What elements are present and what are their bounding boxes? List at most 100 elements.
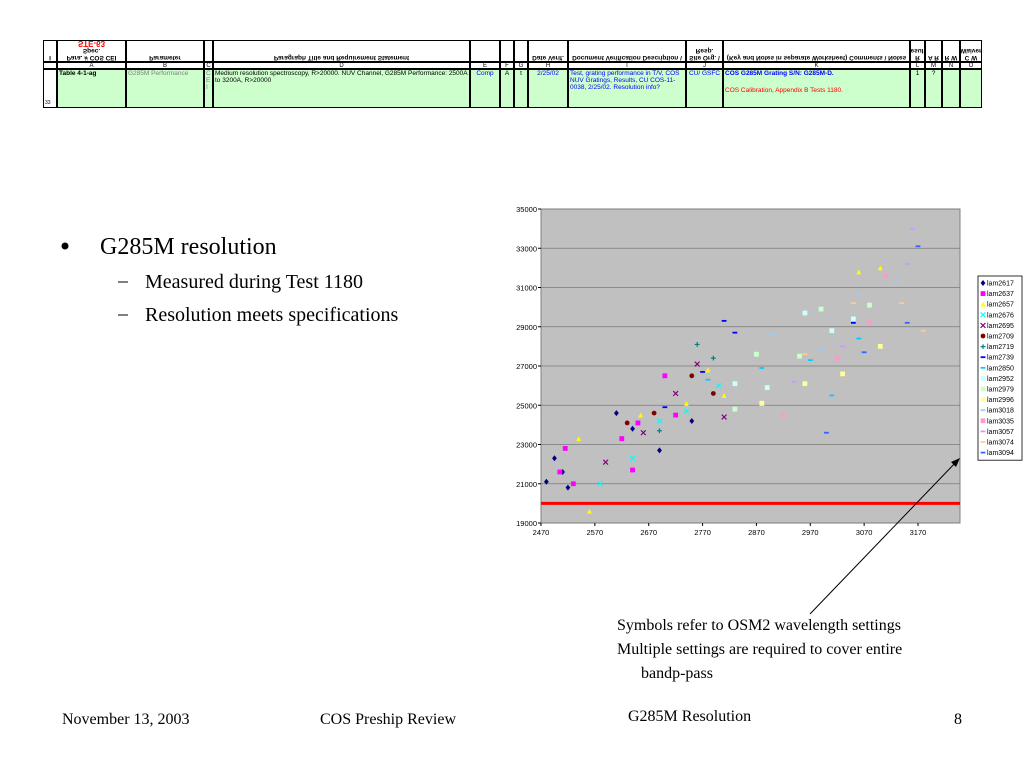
point xyxy=(662,406,668,409)
x-tick-label: 2770 xyxy=(694,528,711,537)
x-tick-label: 2870 xyxy=(748,528,765,537)
column-letter: B xyxy=(126,62,204,69)
point xyxy=(802,381,808,387)
x-tick-label: 2970 xyxy=(802,528,819,537)
column-letter: K xyxy=(723,62,910,69)
point xyxy=(877,265,883,271)
point xyxy=(807,359,813,362)
point xyxy=(791,380,797,383)
legend-label: lam2695 xyxy=(987,323,1014,330)
row-cell: 33 xyxy=(43,69,57,108)
column-letter: L xyxy=(910,62,925,69)
column-letter: D xyxy=(213,62,470,69)
legend-label: lam2637 xyxy=(987,291,1014,298)
legend-label: lam2657 xyxy=(987,302,1014,309)
row-cell: 1 xyxy=(910,69,925,108)
point xyxy=(710,355,716,361)
column-letter: A xyxy=(57,62,126,69)
legend-label: lam2979 xyxy=(987,387,1014,394)
arrow-head xyxy=(951,458,960,467)
point xyxy=(630,467,635,473)
point xyxy=(770,333,775,336)
legend-label: lam3018 xyxy=(987,408,1014,415)
column-letter: I xyxy=(568,62,686,69)
point xyxy=(980,291,986,296)
point xyxy=(840,371,845,377)
point xyxy=(980,441,986,443)
column-letter: C xyxy=(204,62,213,69)
point xyxy=(629,455,636,462)
row-cell: 2/25/02 xyxy=(528,69,568,108)
x-tick-label: 2670 xyxy=(640,528,657,537)
point xyxy=(689,417,695,424)
y-tick-label: 29000 xyxy=(516,323,537,332)
column-letter: N xyxy=(942,62,960,69)
row-cell: G285M Performance xyxy=(126,69,204,108)
point xyxy=(856,337,862,340)
point xyxy=(856,294,862,297)
point xyxy=(721,319,727,322)
point xyxy=(834,355,840,361)
column-letter: E xyxy=(470,62,500,69)
column-letter: O xyxy=(960,62,982,69)
footer-title: G285M Resolution xyxy=(628,708,751,725)
point xyxy=(850,321,856,324)
point xyxy=(710,391,716,396)
legend-label: lam3035 xyxy=(987,418,1014,425)
point xyxy=(980,356,986,359)
caption-line: bandp-pass xyxy=(641,665,713,682)
point xyxy=(920,329,926,332)
point xyxy=(651,410,657,416)
point xyxy=(570,481,576,487)
point xyxy=(802,310,808,316)
point xyxy=(980,301,986,307)
point xyxy=(705,378,711,381)
point xyxy=(597,480,604,487)
point xyxy=(877,343,883,349)
point xyxy=(980,397,986,402)
point xyxy=(662,373,668,379)
point xyxy=(780,412,786,418)
point xyxy=(759,367,765,369)
point xyxy=(980,386,986,392)
point xyxy=(543,478,549,485)
footer-page: 8 xyxy=(954,711,962,728)
row-cell: Medium resolution spectroscopy, R>20000.… xyxy=(213,69,470,108)
point xyxy=(624,420,630,426)
y-tick-label: 27000 xyxy=(516,362,537,371)
point xyxy=(635,420,641,426)
point xyxy=(980,344,986,349)
point xyxy=(565,484,571,491)
legend-label: lam2996 xyxy=(987,397,1014,404)
pointer-arrow xyxy=(809,459,959,615)
point xyxy=(980,409,986,412)
sub-bullet-text: Resolution meets specifications xyxy=(145,304,398,326)
point xyxy=(638,412,644,418)
point xyxy=(829,328,835,334)
point xyxy=(673,412,679,418)
legend-label: lam2617 xyxy=(987,281,1014,288)
point xyxy=(689,373,695,379)
point xyxy=(824,431,829,434)
legend-label: lam2719 xyxy=(987,344,1014,351)
legend-label: lam3094 xyxy=(987,450,1014,457)
column-letter: H xyxy=(528,62,568,69)
point xyxy=(754,351,759,357)
point xyxy=(759,400,765,406)
point xyxy=(850,316,856,322)
point xyxy=(587,508,592,514)
caption-line: Multiple settings are required to cover … xyxy=(617,641,902,658)
x-tick-label: 2470 xyxy=(533,528,550,537)
y-tick-label: 31000 xyxy=(516,284,537,293)
y-tick-label: 35000 xyxy=(516,205,537,214)
point xyxy=(732,331,738,334)
point xyxy=(861,351,867,354)
x-tick-label: 2570 xyxy=(587,528,604,537)
point xyxy=(705,367,711,373)
point xyxy=(684,400,689,406)
footer-event: COS Preship Review xyxy=(320,711,456,728)
point xyxy=(802,353,808,356)
point xyxy=(850,302,856,305)
row-cell: COS G285M Grating S/N: G285M-D. COS Calib… xyxy=(723,69,910,108)
